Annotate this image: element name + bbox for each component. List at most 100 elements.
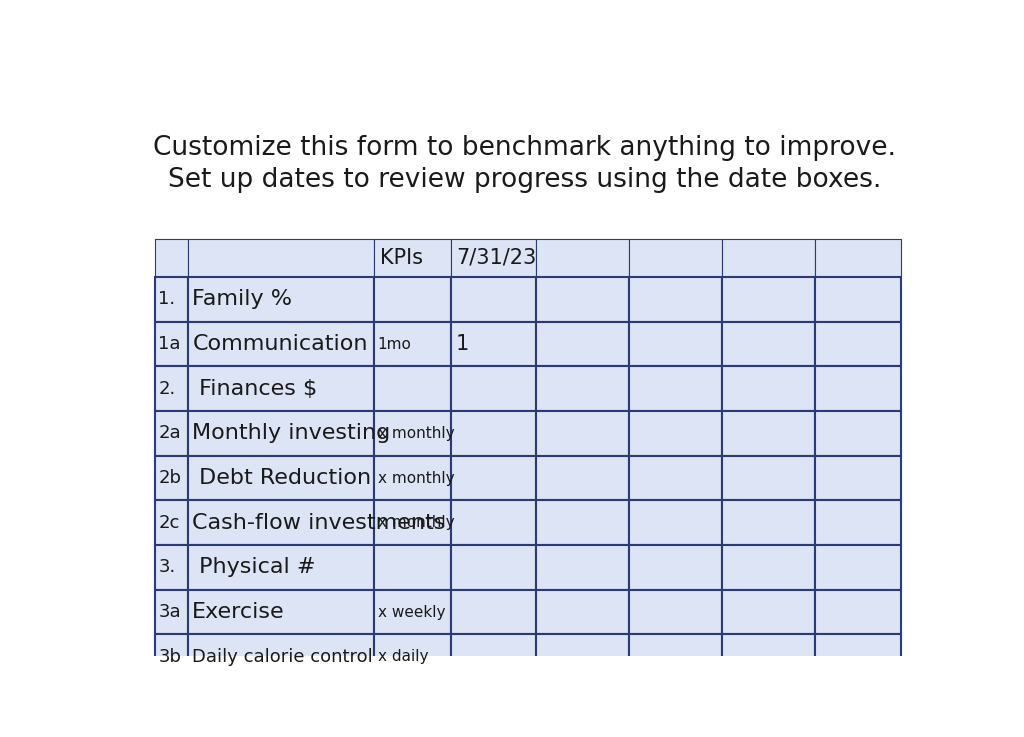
Bar [187, 411, 374, 455]
Bar [630, 455, 722, 500]
Text: Debt Reduction: Debt Reduction [193, 468, 372, 488]
Text: 2b: 2b [159, 469, 181, 487]
Text: 3a: 3a [159, 603, 181, 621]
Bar [630, 635, 722, 679]
Bar [537, 277, 630, 322]
Text: 2a: 2a [159, 425, 181, 442]
Bar [187, 635, 374, 679]
Bar [374, 500, 452, 545]
Bar [374, 277, 452, 322]
Bar [155, 500, 187, 545]
Text: Cash-flow investments: Cash-flow investments [193, 513, 445, 533]
Bar [187, 545, 374, 590]
Bar [722, 635, 815, 679]
Bar [155, 590, 187, 635]
Bar [187, 277, 374, 322]
Bar [630, 411, 722, 455]
Bar [815, 411, 901, 455]
Text: x monthly: x monthly [378, 426, 455, 441]
Bar [452, 366, 537, 411]
Bar [537, 590, 630, 635]
Bar [374, 239, 452, 277]
Text: Set up dates to review progress using the date boxes.: Set up dates to review progress using th… [168, 167, 882, 193]
Bar [815, 590, 901, 635]
Bar [374, 635, 452, 679]
Bar [815, 239, 901, 277]
Bar [722, 366, 815, 411]
Bar [630, 590, 722, 635]
Bar [374, 455, 452, 500]
Bar [187, 590, 374, 635]
Text: Exercise: Exercise [193, 602, 285, 622]
Bar [187, 322, 374, 366]
Text: x weekly: x weekly [378, 604, 445, 620]
Bar [187, 500, 374, 545]
Bar [722, 277, 815, 322]
Text: Monthly investing: Monthly investing [193, 423, 390, 444]
Bar [537, 366, 630, 411]
Bar [374, 322, 452, 366]
Bar [452, 411, 537, 455]
Bar [452, 239, 537, 277]
Bar [722, 455, 815, 500]
Bar [722, 590, 815, 635]
Bar [452, 277, 537, 322]
Text: 1.: 1. [159, 290, 175, 308]
Bar [537, 545, 630, 590]
Bar [537, 239, 630, 277]
Bar [374, 590, 452, 635]
Bar [374, 366, 452, 411]
Bar [155, 545, 187, 590]
Bar [452, 500, 537, 545]
Bar [187, 366, 374, 411]
Text: Family %: Family % [193, 290, 292, 310]
Bar [452, 322, 537, 366]
Text: KPIs: KPIs [380, 248, 423, 268]
Bar [630, 500, 722, 545]
Bar [537, 455, 630, 500]
Text: 7/31/23: 7/31/23 [456, 248, 537, 268]
Text: 3.: 3. [159, 559, 175, 576]
Text: Finances $: Finances $ [193, 379, 317, 399]
Bar [537, 322, 630, 366]
Bar [722, 411, 815, 455]
Bar [815, 277, 901, 322]
Text: 1a: 1a [159, 335, 180, 353]
Text: 1mo: 1mo [378, 337, 412, 352]
Bar [722, 500, 815, 545]
Text: 3b: 3b [159, 648, 181, 666]
Text: 2c: 2c [159, 514, 179, 531]
Bar [155, 277, 187, 322]
Bar [452, 635, 537, 679]
Bar [537, 500, 630, 545]
Bar [630, 277, 722, 322]
Text: 1: 1 [456, 334, 469, 354]
Bar [155, 455, 187, 500]
Text: x monthly: x monthly [378, 515, 455, 530]
Bar [374, 545, 452, 590]
Bar [815, 322, 901, 366]
Bar [630, 366, 722, 411]
Text: x monthly: x monthly [378, 470, 455, 486]
Bar [155, 411, 187, 455]
Bar [815, 545, 901, 590]
Bar [815, 500, 901, 545]
Bar [187, 455, 374, 500]
Bar [630, 239, 722, 277]
Text: Customize this form to benchmark anything to improve.: Customize this form to benchmark anythin… [154, 135, 896, 161]
Bar [155, 322, 187, 366]
Bar [630, 545, 722, 590]
Bar [722, 322, 815, 366]
Bar [452, 455, 537, 500]
Bar [815, 455, 901, 500]
Text: Daily calorie control: Daily calorie control [193, 648, 373, 666]
Bar [155, 635, 187, 679]
Bar [537, 411, 630, 455]
Bar [374, 411, 452, 455]
Bar [155, 366, 187, 411]
Bar [452, 545, 537, 590]
Bar [722, 545, 815, 590]
Bar [187, 239, 374, 277]
Bar [452, 590, 537, 635]
Text: Physical #: Physical # [193, 557, 316, 577]
